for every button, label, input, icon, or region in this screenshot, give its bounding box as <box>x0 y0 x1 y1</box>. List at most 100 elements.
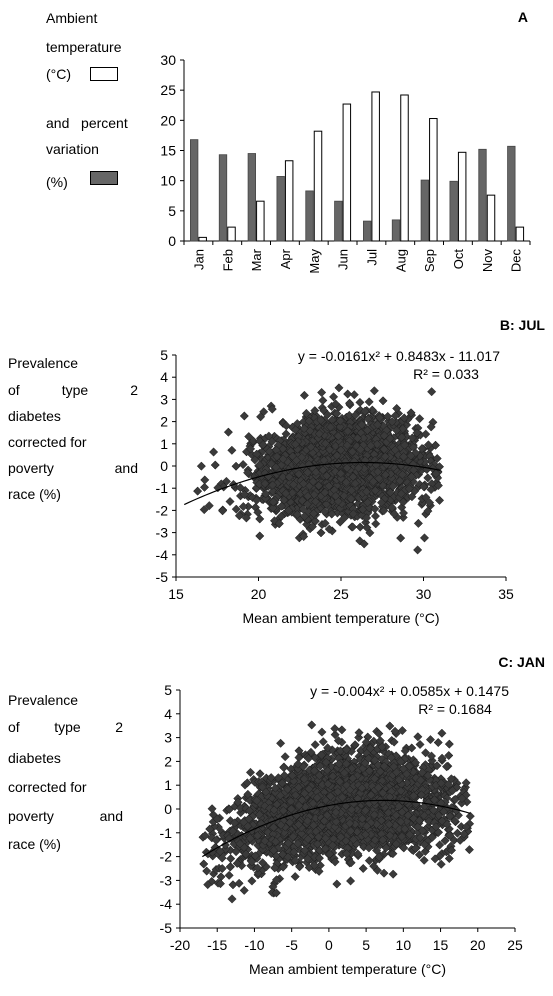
scatter-point <box>355 522 365 532</box>
scatter-point <box>309 490 319 500</box>
scatter-point <box>225 816 235 826</box>
trendline <box>183 461 441 506</box>
legend-variation-line-2: variation <box>46 141 99 157</box>
scatter-point <box>406 451 416 461</box>
panel-a-ytick-label-5: 25 <box>160 82 176 98</box>
panel-a-xtick-label-Aug: Aug <box>393 249 408 272</box>
scatter-point <box>390 411 400 421</box>
scatter-point <box>331 491 341 501</box>
scatter-point <box>373 467 383 477</box>
bar-variation-Jan <box>190 139 199 242</box>
scatter-point <box>406 472 417 482</box>
scatter-point <box>436 859 446 869</box>
bar-variation-Dec <box>507 145 516 242</box>
scatter-point <box>412 428 422 438</box>
scatter-point <box>369 386 379 396</box>
scatter-point <box>244 432 254 442</box>
scatter-point <box>407 492 417 502</box>
panel-c-ylabel-line-5: poverty and <box>8 808 123 824</box>
legend-temperature-line-1: Ambient <box>46 10 98 26</box>
scatter-point <box>290 425 301 435</box>
scatter-point <box>258 440 268 450</box>
scatter-point <box>281 421 291 431</box>
scatter-point <box>404 484 414 494</box>
scatter-point <box>367 405 377 415</box>
xtick-label-1: -15 <box>207 937 227 953</box>
scatter-point <box>433 737 443 748</box>
scatter-point <box>388 481 398 491</box>
scatter-point <box>340 513 350 523</box>
panel-b-ylabel-line-2: of type 2 <box>8 382 138 398</box>
panel-c-ylabel-line-3: diabetes <box>8 750 61 766</box>
scatter-point <box>333 431 343 441</box>
scatter-point <box>324 481 334 491</box>
scatter-point <box>290 872 300 882</box>
scatter-point <box>274 518 284 529</box>
bar-variation-Jul <box>363 220 372 242</box>
panel-a-label: A <box>518 9 528 25</box>
bar-temperature-Jul <box>371 91 380 242</box>
scatter-point <box>342 440 352 450</box>
xtick-label-3: 30 <box>416 586 432 602</box>
scatter-point <box>341 477 351 487</box>
scatter-point <box>431 440 441 450</box>
xtick-label-6: 10 <box>396 937 412 953</box>
scatter-point <box>385 721 395 731</box>
panel-c-ylabel-line-2: of type 2 <box>8 719 123 735</box>
scatter-point <box>217 864 227 874</box>
scatter-point <box>417 443 427 454</box>
scatter-point <box>301 408 311 418</box>
panel-a-ytick-label-0: 0 <box>168 233 176 249</box>
bar-temperature-Mar <box>256 200 265 242</box>
scatter-point <box>256 412 266 422</box>
scatter-point <box>268 503 278 513</box>
scatter-point <box>334 383 344 393</box>
scatter-point <box>383 411 393 421</box>
scatter-point <box>423 506 433 516</box>
scatter-point <box>320 438 330 449</box>
bar-variation-Aug <box>391 219 401 242</box>
scatter-point <box>346 494 356 504</box>
scatter-point <box>252 495 262 505</box>
scatter-point <box>350 478 360 489</box>
panel-a-ytick-label-2: 10 <box>160 173 176 189</box>
scatter-point <box>357 510 367 520</box>
scatter-point <box>349 456 359 466</box>
scatter-point <box>329 392 339 402</box>
scatter-point <box>362 523 372 533</box>
bar-temperature-Nov <box>486 194 496 242</box>
scatter-point <box>225 496 235 507</box>
scatter-point <box>318 395 328 406</box>
scatter-point <box>314 429 324 439</box>
scatter-point <box>333 736 343 746</box>
scatter-point <box>421 748 431 758</box>
scatter-point <box>255 531 265 541</box>
scatter-point <box>392 425 402 435</box>
panel-a-xtick-label-Jul: Jul <box>364 249 379 266</box>
ytick-label-5: 0 <box>164 801 172 817</box>
scatter-point <box>343 389 353 399</box>
scatter-point <box>336 469 346 479</box>
scatter-point <box>299 423 309 434</box>
ytick-label-1: -4 <box>156 547 169 563</box>
panel-a-xtick-label-Jun: Jun <box>336 249 351 270</box>
scatter-point <box>413 518 423 528</box>
scatter-point <box>271 462 281 472</box>
scatter-point <box>276 738 286 748</box>
bar-temperature-Sep <box>429 118 438 242</box>
scatter-point <box>239 490 249 500</box>
bar-variation-Apr <box>276 176 285 242</box>
scatter-point <box>241 513 251 523</box>
scatter-point <box>419 481 429 492</box>
ytick-label-7: 2 <box>160 414 168 430</box>
scatter-point <box>231 461 241 471</box>
scatter-point <box>335 422 345 432</box>
scatter-point <box>388 869 398 879</box>
scatter-point <box>255 514 265 524</box>
scatter-point <box>302 499 312 509</box>
bar-variation-Sep <box>420 179 429 242</box>
ytick-label-4: -1 <box>156 480 169 496</box>
scatter-point <box>390 445 400 455</box>
ytick-label-6: 1 <box>160 436 168 452</box>
